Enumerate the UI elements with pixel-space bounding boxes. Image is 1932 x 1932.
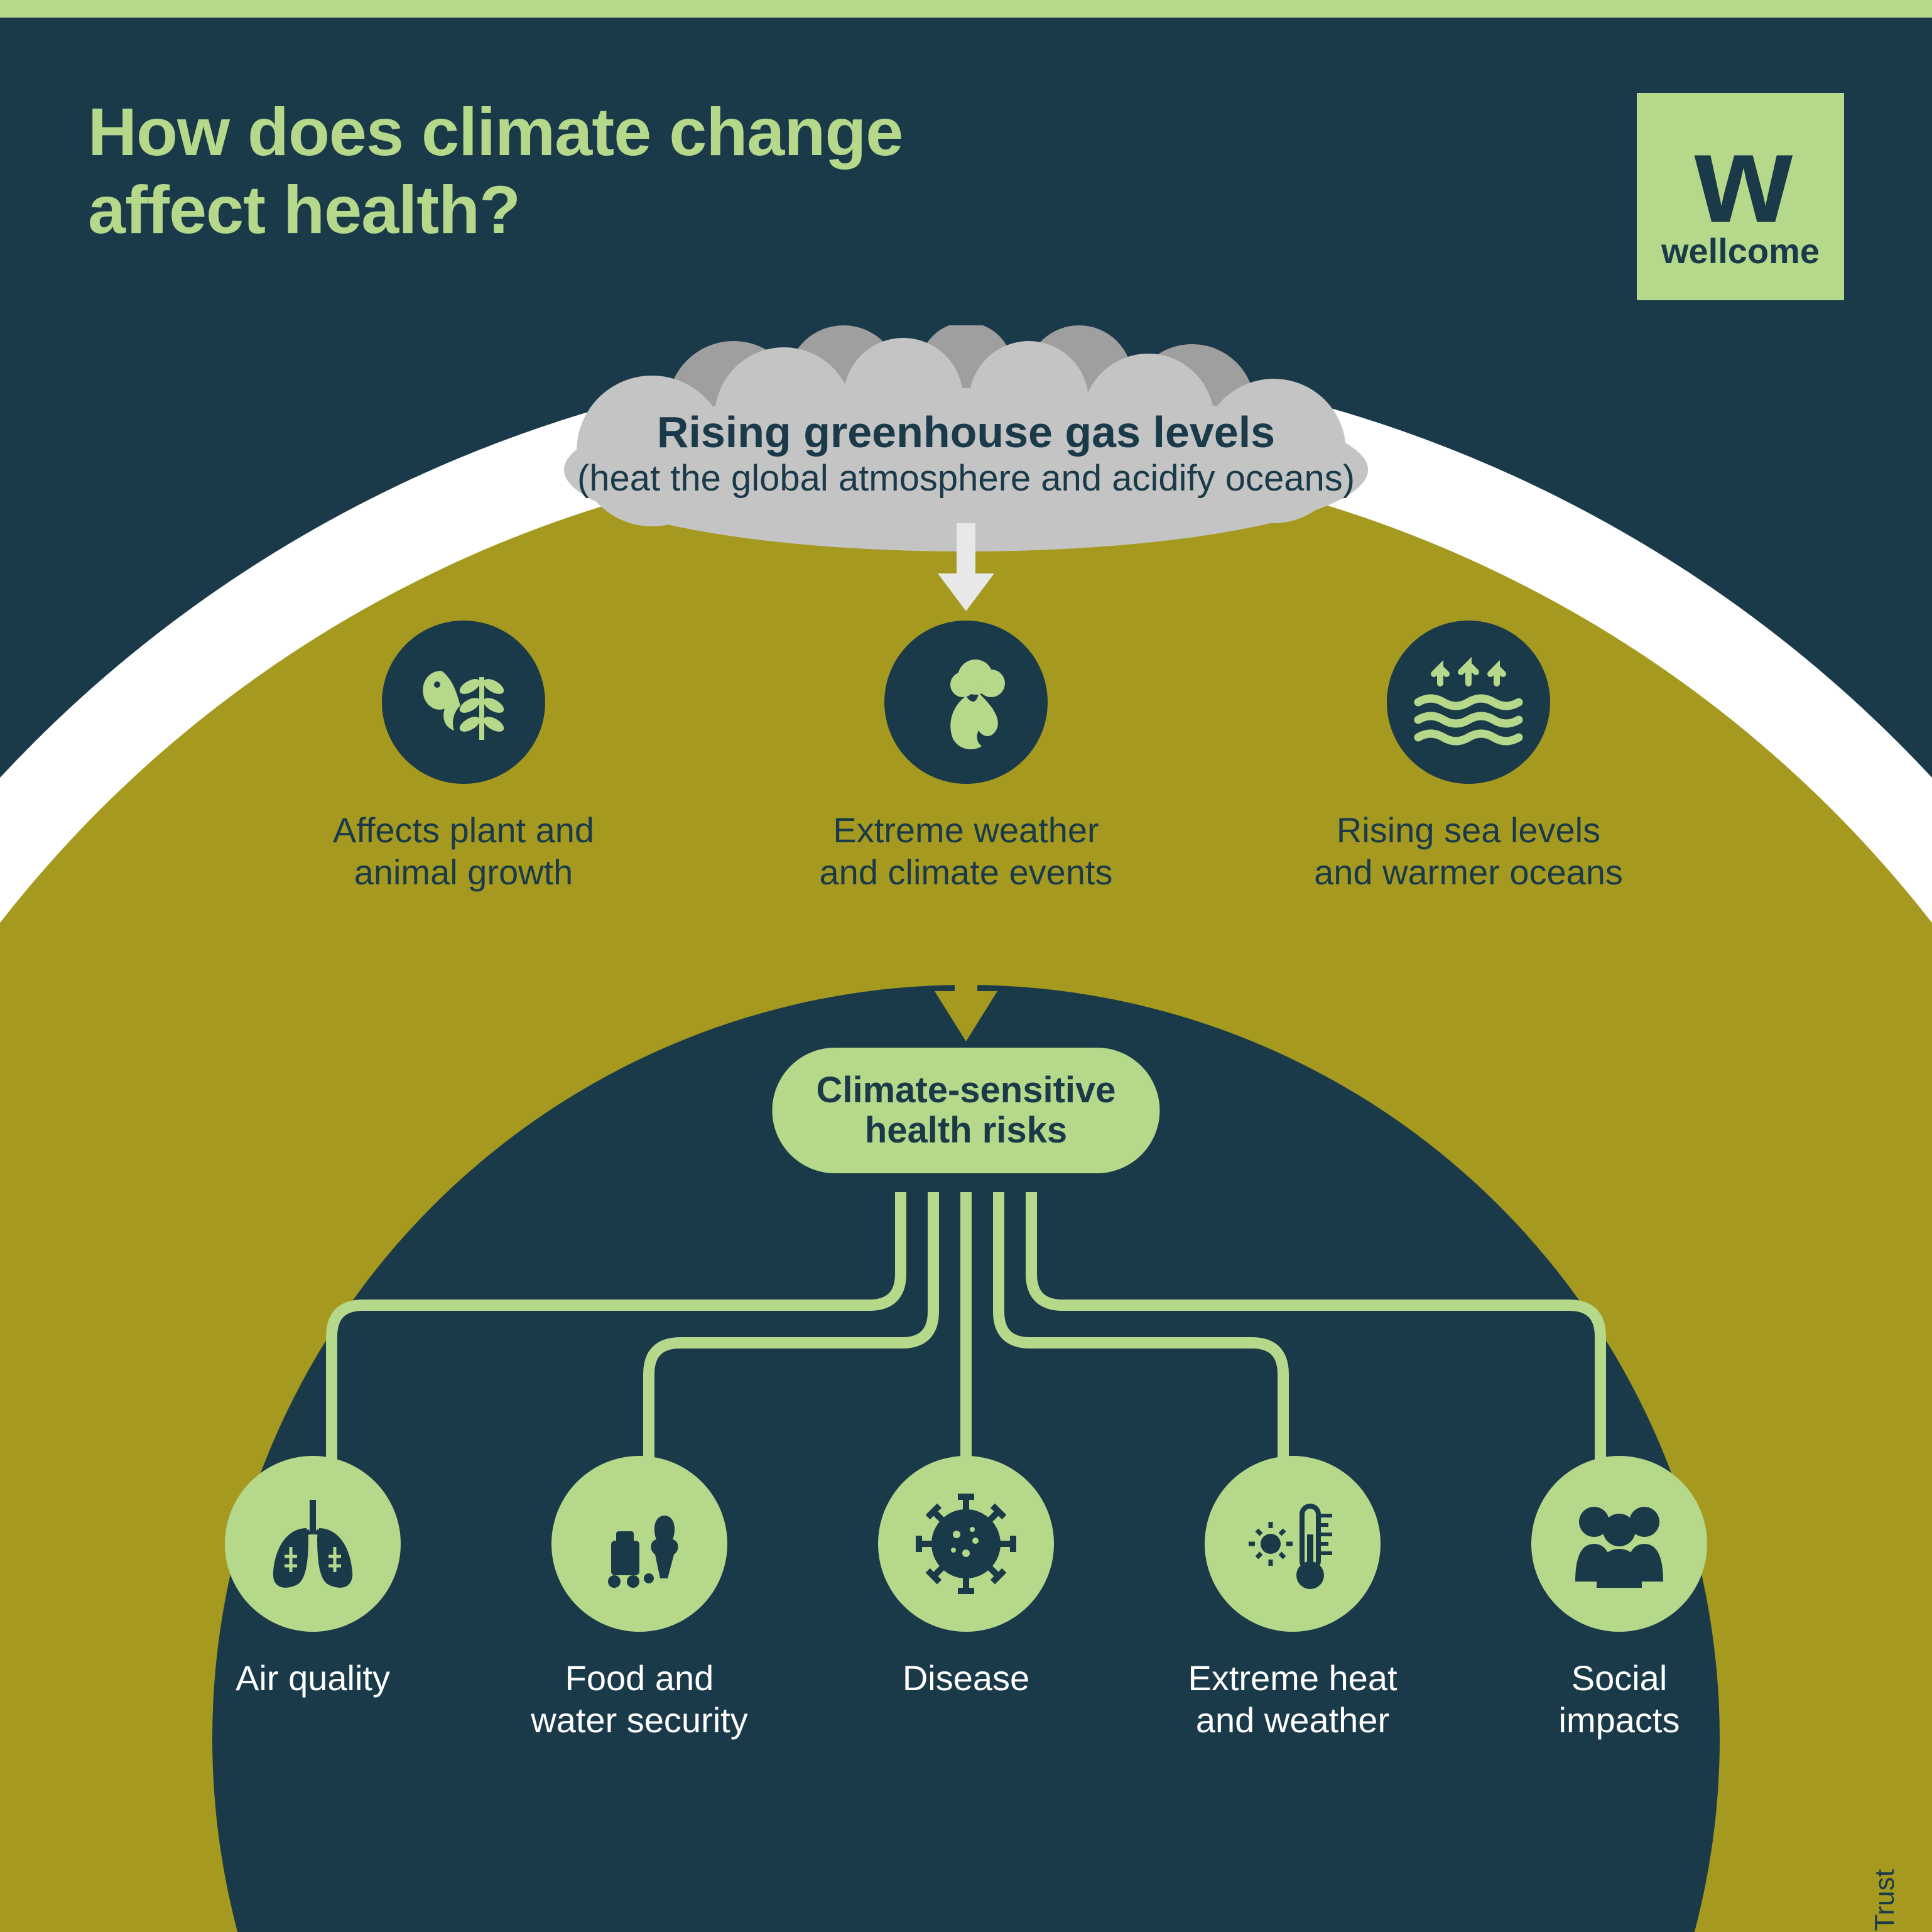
- effect-label: Affects plant andanimal growth: [333, 809, 594, 893]
- arrow-down-icon: [935, 897, 997, 1045]
- risk-label: Disease: [903, 1657, 1029, 1699]
- risk-social: Socialimpacts: [1481, 1456, 1757, 1741]
- risk-air-quality: Air quality: [175, 1456, 451, 1741]
- arrow-down-icon: [938, 523, 994, 614]
- effect-weather: Extreme weatherand climate events: [778, 621, 1154, 893]
- cloud-subtitle: (heat the global atmosphere and acidify …: [464, 457, 1468, 499]
- logo-label: wellcome: [1661, 231, 1820, 271]
- virus-icon: [878, 1456, 1054, 1632]
- effect-plant-animal: Affects plant andanimal growth: [275, 621, 652, 893]
- weather-fire-icon: [884, 621, 1048, 784]
- health-risks-badge: Climate-sensitivehealth risks: [772, 1048, 1159, 1173]
- sea-level-icon: [1387, 621, 1550, 784]
- source-credit: Source: Wellcome Trust: [1869, 1869, 1901, 1932]
- effect-label: Rising sea levelsand warmer oceans: [1314, 809, 1623, 893]
- cloud-text: Rising greenhouse gas levels (heat the g…: [464, 407, 1468, 499]
- effect-sea-level: Rising sea levelsand warmer oceans: [1280, 621, 1657, 893]
- risks-row: Air quality Food andwater security: [175, 1456, 1757, 1741]
- risk-label: Extreme heatand weather: [1188, 1657, 1397, 1741]
- effects-row: Affects plant andanimal growth Extreme w…: [275, 621, 1657, 893]
- infographic-canvas: How does climate changeaffect health? w …: [0, 18, 1932, 1932]
- wellcome-logo: w wellcome: [1637, 93, 1844, 300]
- risk-label: Socialimpacts: [1559, 1657, 1680, 1741]
- top-accent-bar: [0, 0, 1932, 18]
- plant-animal-icon: [382, 621, 545, 784]
- people-icon: [1531, 1456, 1707, 1632]
- logo-letter: w: [1695, 122, 1786, 236]
- food-water-icon: [551, 1456, 727, 1632]
- page-title: How does climate changeaffect health?: [88, 93, 903, 249]
- risk-disease: Disease: [828, 1456, 1104, 1741]
- risk-food-water: Food andwater security: [501, 1456, 778, 1741]
- effect-label: Extreme weatherand climate events: [820, 809, 1113, 893]
- lungs-icon: [225, 1456, 401, 1632]
- risk-label: Air quality: [236, 1657, 390, 1699]
- thermometer-icon: [1205, 1456, 1381, 1632]
- risk-heat: Extreme heatand weather: [1154, 1456, 1431, 1741]
- risk-label: Food andwater security: [531, 1657, 747, 1741]
- cloud-title: Rising greenhouse gas levels: [464, 407, 1468, 457]
